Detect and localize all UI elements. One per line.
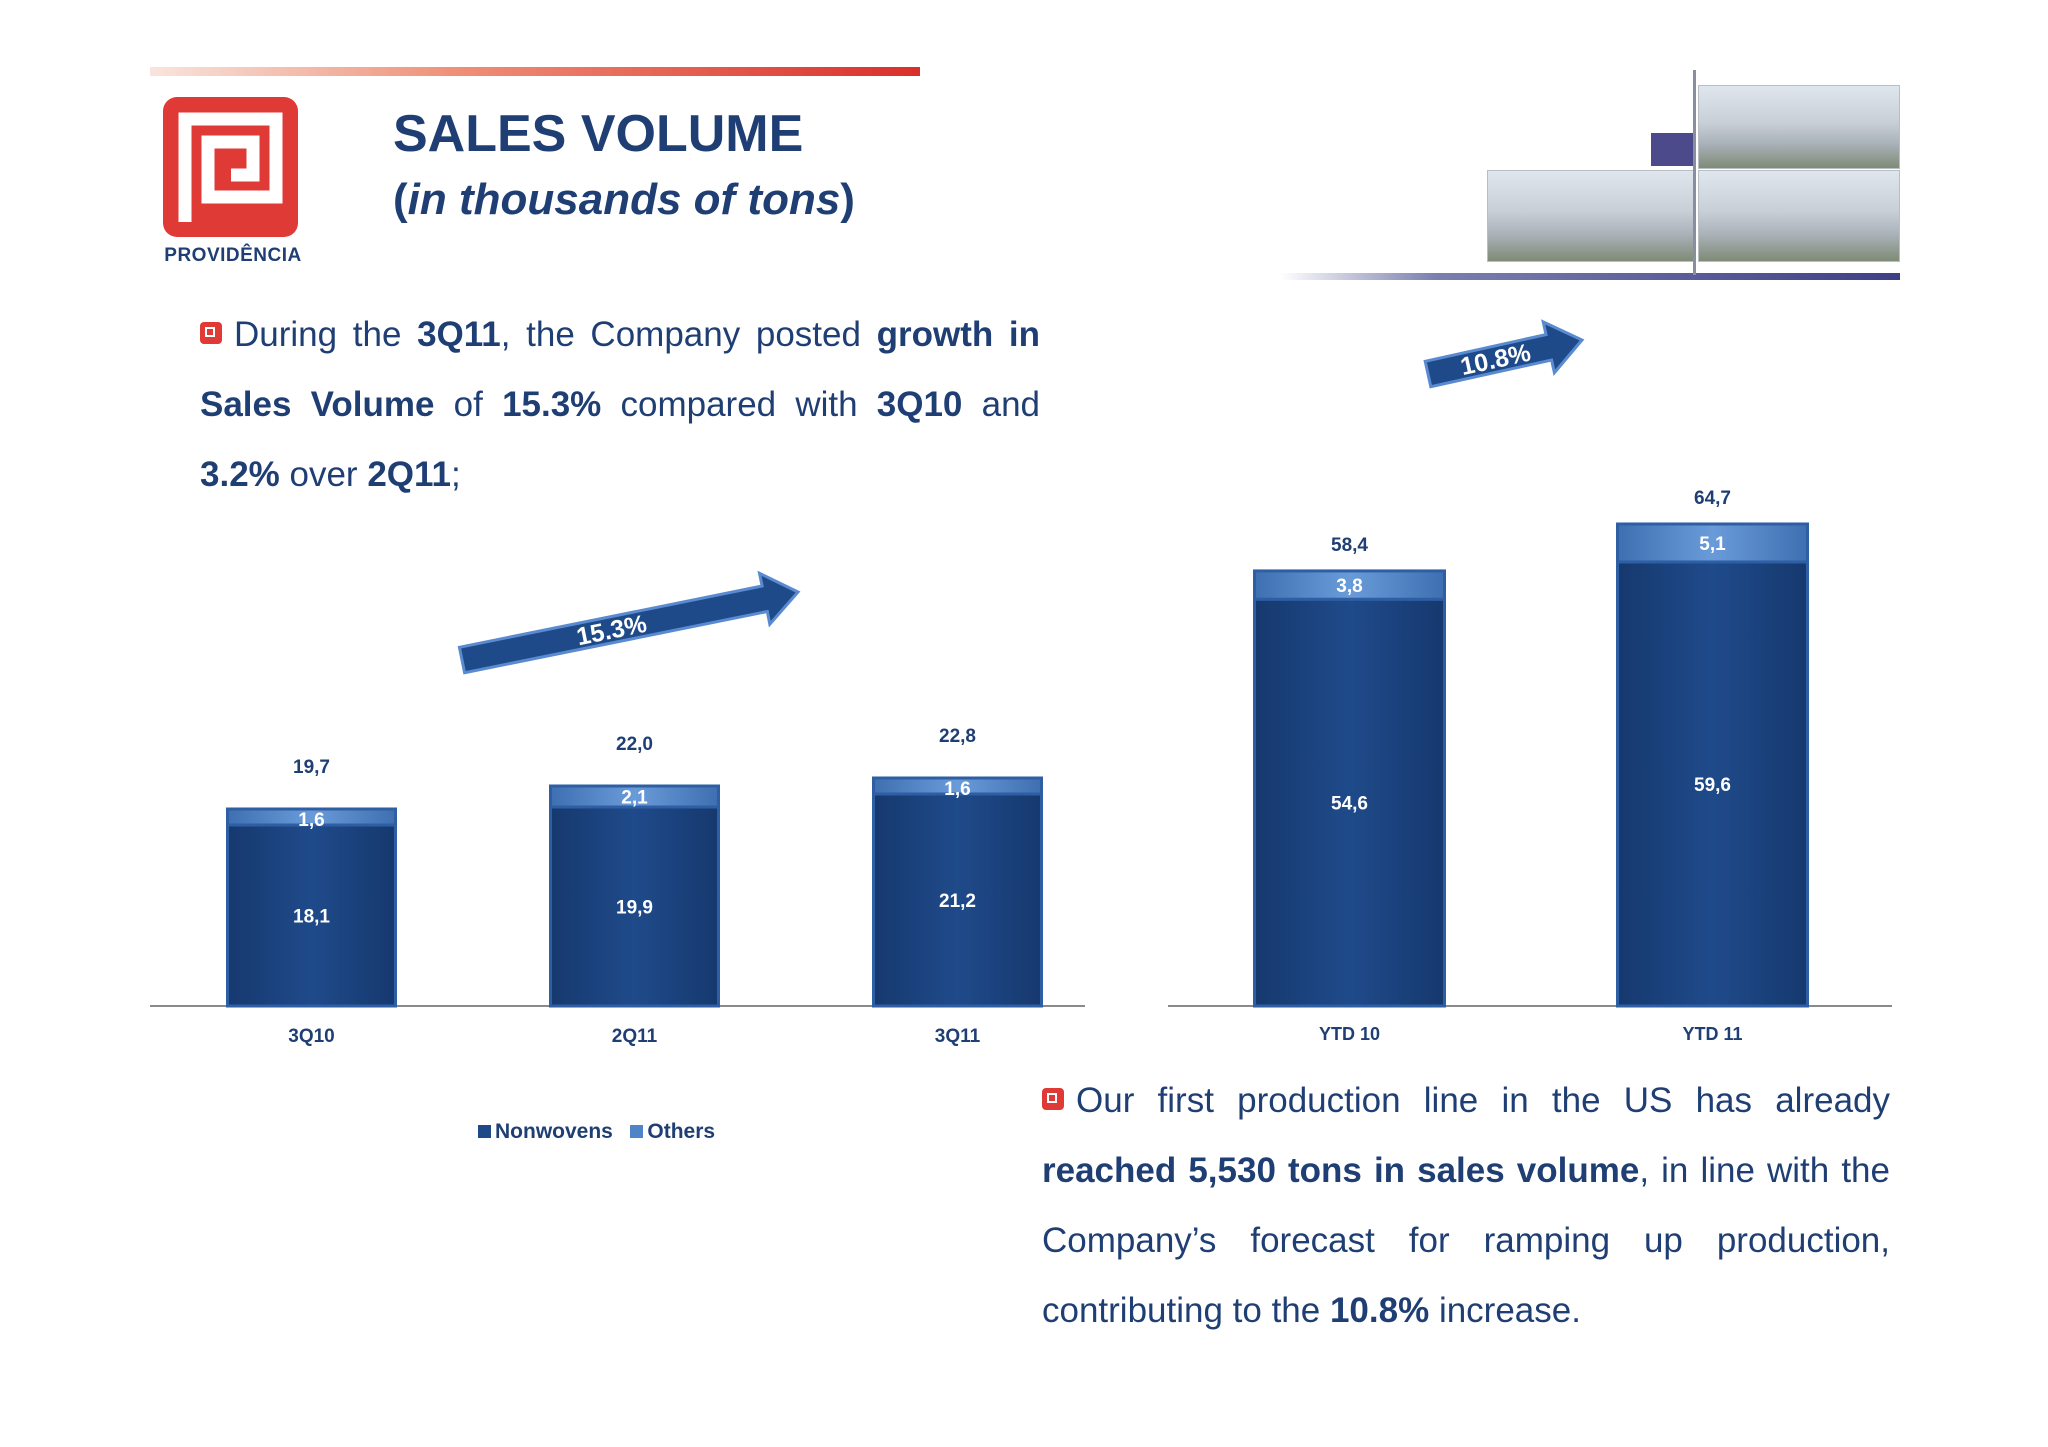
bullet-icon: [200, 322, 222, 344]
paragraph-line: 3.2% over 2Q11;: [200, 455, 461, 494]
growth-summary-paragraph: During the 3Q11, the Company posted grow…: [200, 300, 1040, 510]
total-label: 58,4: [1331, 535, 1368, 556]
total-label: 22,8: [939, 726, 976, 747]
header-divider-line: [1280, 273, 1900, 280]
growth-annotation: 10.8%: [1458, 339, 1533, 382]
paragraph-line: During the 3Q11, the Company posted grow…: [200, 300, 1040, 370]
paragraph-line: Sales Volume of 15.3% compared with 3Q10…: [200, 385, 1040, 424]
header-accent-line: [150, 67, 920, 76]
data-label-nonwovens: 54,6: [1331, 794, 1368, 815]
category-label: YTD 10: [1319, 1024, 1380, 1044]
bar-others: [1616, 522, 1809, 564]
logo-text: PROVIDÊNCIA: [164, 245, 302, 266]
category-label: YTD 11: [1682, 1024, 1742, 1044]
bar-others: [549, 784, 720, 809]
data-label-nonwovens: 18,1: [293, 907, 330, 928]
photo-divider: [1693, 70, 1696, 275]
data-label-nonwovens: 59,6: [1694, 775, 1731, 796]
bar-others: [1253, 569, 1446, 601]
providencia-logo-icon: [163, 97, 298, 237]
legend-label-nonwovens: Nonwovens: [495, 1120, 613, 1143]
bar-nonwovens: [872, 792, 1043, 1008]
data-label-nonwovens: 19,9: [616, 898, 653, 919]
factory-photo-left: [1487, 170, 1694, 262]
paragraph-line: contributing to the 10.8% increase.: [1042, 1291, 1581, 1330]
paragraph-line: Company’s forecast for ramping up produc…: [1042, 1221, 1890, 1260]
category-label: 2Q11: [612, 1026, 658, 1047]
total-label: 64,7: [1694, 488, 1731, 509]
factory-photo-right: [1698, 170, 1900, 262]
paragraph-line: reached 5,530 tons in sales volume, in l…: [1042, 1151, 1890, 1190]
growth-arrow-ytd: 10.8%: [1423, 319, 1585, 389]
data-label-others: 3,8: [1336, 576, 1362, 597]
page-subtitle: (in thousands of tons): [393, 175, 855, 224]
factory-photo-top: [1698, 85, 1900, 169]
data-label-nonwovens: 21,2: [939, 891, 976, 912]
legend-label-others: Others: [647, 1120, 716, 1143]
bar-nonwovens: [549, 805, 720, 1008]
growth-arrow-quarterly: 15.3%: [457, 570, 801, 675]
category-label: 3Q10: [288, 1026, 334, 1047]
bullet-icon: [1042, 1088, 1064, 1110]
growth-annotation: 15.3%: [574, 610, 649, 651]
chart-legend: Nonwovens Others: [478, 1120, 715, 1144]
us-production-paragraph: Our first production line in the US has …: [1042, 1066, 1890, 1346]
data-label-others: 5,1: [1699, 534, 1726, 555]
total-label: 19,7: [293, 757, 330, 778]
page-title: SALES VOLUME: [393, 105, 804, 163]
bar-others: [226, 807, 397, 827]
total-label: 22,0: [616, 734, 653, 755]
legend-swatch-others: [630, 1125, 644, 1138]
data-label-others: 1,6: [298, 810, 324, 831]
bar-others: [872, 776, 1043, 796]
data-label-others: 1,6: [944, 779, 970, 800]
legend-swatch-nonwovens: [478, 1125, 491, 1138]
decorative-square: [1651, 133, 1693, 166]
category-label: 3Q11: [935, 1026, 981, 1047]
bar-nonwovens: [1616, 560, 1809, 1008]
paragraph-line: Our first production line in the US has …: [1042, 1066, 1890, 1136]
bar-nonwovens: [1253, 597, 1446, 1008]
data-label-others: 2,1: [621, 788, 648, 809]
